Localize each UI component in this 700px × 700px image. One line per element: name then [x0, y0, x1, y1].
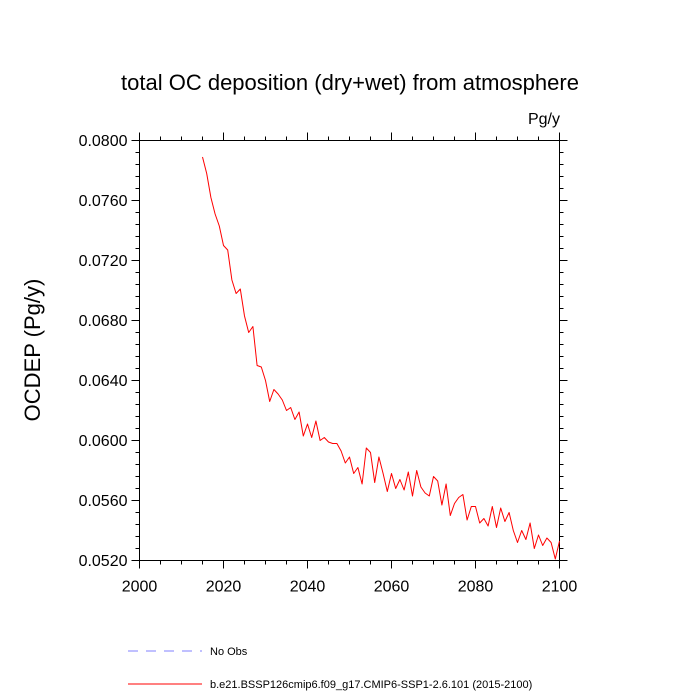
- y-tick-label: 0.0800: [79, 133, 128, 150]
- y-axis: 0.0520 0.0560 0.0600 0.0640 0.0680 0.0720 0.07…: [79, 133, 568, 570]
- y-tick-label: 0.0600: [79, 433, 128, 450]
- y-tick-label: 0.0720: [79, 253, 128, 270]
- x-tick-label: 2000: [122, 579, 158, 596]
- y-tick-label: 0.0680: [79, 313, 128, 330]
- legend: No Obs b.e21.BSSP126cmip6.f09_g17.CMIP6-…: [128, 646, 532, 691]
- plot-frame: [139, 140, 560, 561]
- x-tick-label: 2080: [458, 579, 494, 596]
- plot-area: [202, 156, 560, 560]
- chart-title: total OC deposition (dry+wet) from atmos…: [121, 70, 579, 95]
- x-tick-label: 2100: [542, 579, 578, 596]
- y-tick-label: 0.0640: [79, 373, 128, 390]
- x-axis: 2000 2020 2040 2060 2080 2100: [122, 132, 578, 596]
- legend-label-ssp126: b.e21.BSSP126cmip6.f09_g17.CMIP6-SSP1-2.…: [210, 679, 532, 691]
- x-tick-label: 2040: [290, 579, 326, 596]
- y-tick-label: 0.0520: [79, 553, 128, 570]
- series-line-1: [202, 156, 560, 560]
- y-axis-label: OCDEP (Pg/y): [20, 279, 45, 422]
- legend-label-no-obs: No Obs: [210, 646, 248, 658]
- x-tick-label: 2020: [206, 579, 242, 596]
- y-tick-label: 0.0560: [79, 493, 128, 510]
- units-label: Pg/y: [528, 111, 560, 128]
- y-tick-label: 0.0760: [79, 193, 128, 210]
- x-tick-label: 2060: [374, 579, 410, 596]
